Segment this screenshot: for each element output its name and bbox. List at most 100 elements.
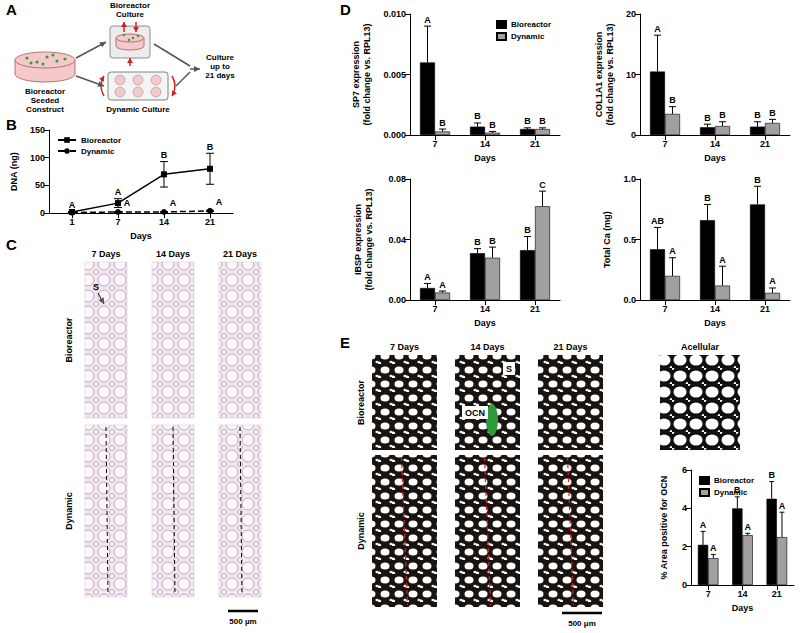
svg-text:B: B bbox=[524, 116, 531, 126]
svg-text:A: A bbox=[170, 198, 177, 208]
svg-text:7 Days: 7 Days bbox=[390, 342, 419, 352]
svg-text:C: C bbox=[6, 236, 17, 253]
svg-text:21: 21 bbox=[205, 217, 215, 227]
svg-text:Dynamic: Dynamic bbox=[511, 32, 545, 41]
svg-text:14: 14 bbox=[480, 139, 490, 149]
svg-text:Dynamic: Dynamic bbox=[714, 488, 748, 497]
svg-text:B: B bbox=[769, 108, 776, 118]
svg-text:(fold change vs. RPL13): (fold change vs. RPL13) bbox=[605, 24, 615, 126]
svg-text:A: A bbox=[779, 501, 786, 511]
svg-text:C: C bbox=[539, 180, 546, 190]
svg-text:Bioreactor: Bioreactor bbox=[64, 317, 74, 363]
svg-text:A: A bbox=[700, 520, 707, 530]
svg-text:100: 100 bbox=[30, 153, 45, 163]
svg-text:B: B bbox=[489, 120, 496, 130]
svg-text:B: B bbox=[474, 111, 481, 121]
svg-text:14: 14 bbox=[480, 304, 490, 314]
svg-text:Cultureup to21 days: Cultureup to21 days bbox=[205, 53, 235, 80]
svg-text:A: A bbox=[654, 24, 661, 34]
svg-text:% Area positive for OCN: % Area positive for OCN bbox=[659, 476, 669, 580]
svg-text:COL1A1 expression: COL1A1 expression bbox=[594, 32, 604, 118]
svg-text:S: S bbox=[506, 364, 512, 374]
svg-text:Dynamic: Dynamic bbox=[81, 147, 115, 156]
svg-text:A: A bbox=[710, 543, 717, 553]
svg-text:0: 0 bbox=[40, 208, 45, 218]
svg-text:A: A bbox=[115, 187, 122, 197]
svg-text:7: 7 bbox=[432, 304, 437, 314]
svg-text:Bioreactor: Bioreactor bbox=[81, 136, 121, 145]
svg-text:B: B bbox=[719, 110, 726, 120]
svg-text:A: A bbox=[424, 272, 431, 282]
svg-text:21: 21 bbox=[772, 589, 782, 599]
svg-text:500 µm: 500 µm bbox=[229, 617, 256, 626]
svg-text:B: B bbox=[669, 95, 676, 105]
svg-text:OCN: OCN bbox=[465, 408, 485, 418]
svg-text:0.04: 0.04 bbox=[388, 235, 406, 245]
svg-text:A: A bbox=[424, 15, 431, 25]
svg-text:14: 14 bbox=[710, 304, 720, 314]
svg-text:500 μm: 500 μm bbox=[568, 619, 596, 628]
svg-text:Dynamic Culture: Dynamic Culture bbox=[106, 105, 170, 114]
svg-text:7: 7 bbox=[662, 139, 667, 149]
svg-text:0.00: 0.00 bbox=[388, 295, 406, 305]
svg-text:4: 4 bbox=[682, 503, 687, 513]
svg-text:14: 14 bbox=[710, 139, 720, 149]
svg-text:B: B bbox=[754, 175, 761, 185]
svg-text:Days: Days bbox=[474, 318, 496, 328]
svg-text:(fold change vs. RPL13): (fold change vs. RPL13) bbox=[362, 24, 372, 126]
svg-text:A: A bbox=[439, 280, 446, 290]
svg-text:14 Days: 14 Days bbox=[470, 342, 504, 352]
svg-text:1: 1 bbox=[69, 217, 74, 227]
svg-text:0.000: 0.000 bbox=[383, 130, 406, 140]
svg-text:A: A bbox=[6, 1, 17, 18]
svg-text:50: 50 bbox=[35, 180, 45, 190]
svg-text:IBSP expression: IBSP expression bbox=[353, 204, 363, 275]
svg-text:AB: AB bbox=[651, 216, 664, 226]
svg-text:0.010: 0.010 bbox=[383, 9, 406, 19]
svg-text:10: 10 bbox=[626, 70, 636, 80]
svg-text:7: 7 bbox=[432, 139, 437, 149]
svg-text:1.0: 1.0 bbox=[623, 174, 636, 184]
svg-text:B: B bbox=[207, 142, 214, 152]
svg-text:14: 14 bbox=[737, 589, 747, 599]
svg-text:0: 0 bbox=[631, 130, 636, 140]
svg-text:BioreactorCulture: BioreactorCulture bbox=[110, 1, 150, 19]
svg-text:B: B bbox=[539, 116, 546, 126]
svg-text:0.08: 0.08 bbox=[388, 174, 406, 184]
svg-text:A: A bbox=[669, 246, 676, 256]
svg-text:Dynamic: Dynamic bbox=[64, 492, 74, 530]
svg-text:21: 21 bbox=[760, 304, 770, 314]
svg-text:Days: Days bbox=[732, 603, 754, 613]
svg-text:7: 7 bbox=[115, 217, 120, 227]
svg-text:B: B bbox=[474, 237, 481, 247]
svg-text:DNA (ng): DNA (ng) bbox=[9, 152, 19, 191]
svg-text:S: S bbox=[93, 282, 99, 292]
svg-text:Days: Days bbox=[704, 318, 726, 328]
svg-text:14 Days: 14 Days bbox=[156, 249, 190, 259]
svg-text:D: D bbox=[340, 1, 351, 18]
svg-text:Bioreactor: Bioreactor bbox=[511, 20, 551, 29]
svg-text:Days: Days bbox=[130, 231, 152, 241]
svg-text:B: B bbox=[754, 110, 761, 120]
svg-text:B: B bbox=[768, 470, 775, 480]
svg-text:0.005: 0.005 bbox=[383, 70, 406, 80]
svg-text:SP7 expression: SP7 expression bbox=[351, 41, 361, 108]
svg-text:21 Days: 21 Days bbox=[223, 249, 257, 259]
svg-text:0.0: 0.0 bbox=[623, 295, 636, 305]
svg-text:B: B bbox=[161, 150, 168, 160]
svg-text:BioreactorSeededConstruct: BioreactorSeededConstruct bbox=[25, 87, 65, 114]
svg-text:A: A bbox=[216, 197, 223, 207]
svg-text:B: B bbox=[524, 225, 531, 235]
svg-text:20: 20 bbox=[626, 9, 636, 19]
svg-text:7 Days: 7 Days bbox=[91, 249, 120, 259]
svg-text:150: 150 bbox=[30, 125, 45, 135]
svg-text:21: 21 bbox=[530, 304, 540, 314]
svg-text:Dynamic: Dynamic bbox=[356, 512, 366, 550]
svg-text:6: 6 bbox=[682, 465, 687, 475]
svg-text:B: B bbox=[6, 116, 17, 133]
svg-text:0.5: 0.5 bbox=[623, 235, 636, 245]
svg-text:B: B bbox=[439, 118, 446, 128]
svg-text:2: 2 bbox=[682, 542, 687, 552]
svg-text:0: 0 bbox=[682, 580, 687, 590]
svg-text:7: 7 bbox=[706, 589, 711, 599]
